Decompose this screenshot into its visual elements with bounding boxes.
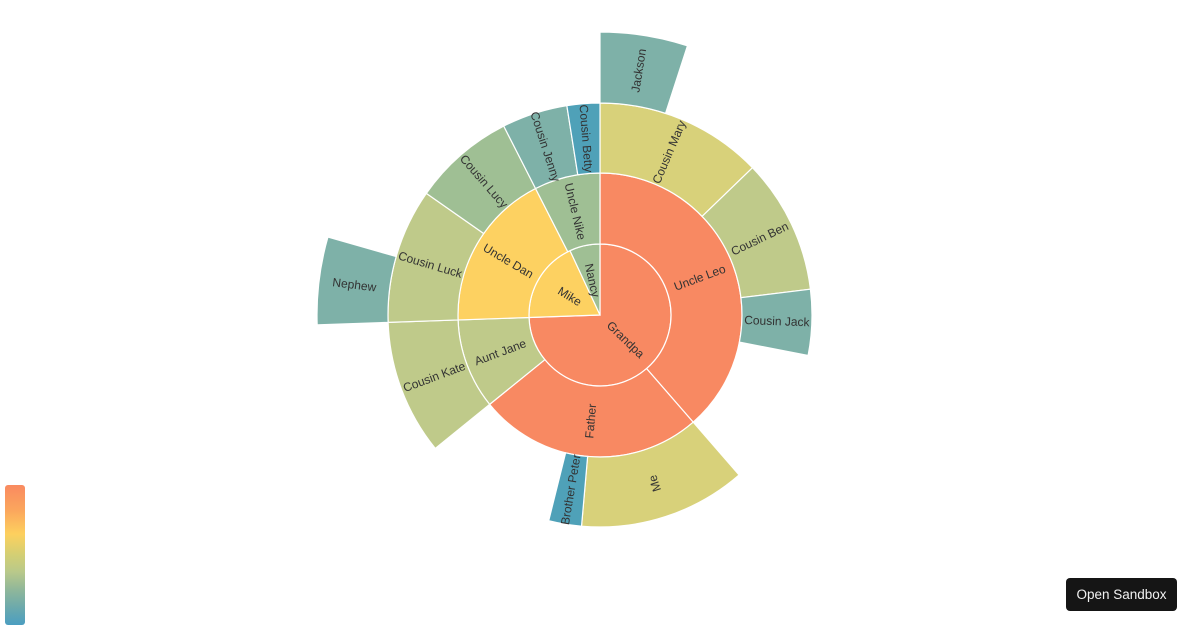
sunburst-arcs — [316, 31, 813, 528]
color-legend-gradient — [5, 485, 25, 625]
sunburst-segment-brother-peter[interactable] — [547, 452, 589, 527]
open-sandbox-button[interactable]: Open Sandbox — [1066, 578, 1177, 611]
sunburst-segment-jackson[interactable] — [599, 31, 689, 115]
sunburst-segment-cousin-betty[interactable] — [566, 102, 601, 176]
sunburst-segment-nephew[interactable] — [316, 236, 397, 326]
sunburst-segment-cousin-jack[interactable] — [738, 288, 813, 357]
